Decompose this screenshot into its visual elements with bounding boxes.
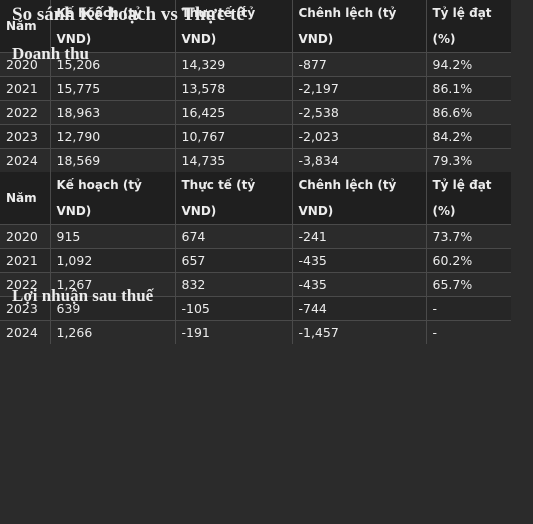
cell: -1,457 — [291, 320, 426, 344]
cell: -241 — [291, 224, 426, 249]
cell: -2,197 — [291, 76, 426, 101]
data-row: 2021 1,092 657 -435 60.2% — [0, 248, 511, 273]
cell: 657 — [174, 248, 292, 273]
data-row: 2022 1,267 832 -435 65.7% — [0, 272, 511, 297]
content: Doanh thu Năm Kế hoạch (tỷ VND) Thực tế (tỷ… — [0, 0, 533, 344]
data-row: 2021 15,775 13,578 -2,197 86.1% — [0, 76, 511, 101]
page-title: So sánh Kế hoạch vs Thực tế — [12, 4, 245, 25]
cell: 2024 — [0, 320, 50, 344]
cell: 2023 — [0, 296, 50, 321]
cell: 14,329 — [174, 52, 292, 77]
data-row: 2024 18,569 14,735 -3,834 79.3% — [0, 148, 511, 172]
cell: 13,578 — [174, 76, 292, 101]
cell: -435 — [291, 272, 426, 297]
cell: 60.2% — [425, 248, 511, 273]
cell: 2023 — [0, 124, 50, 149]
data-row: 2023 12,790 10,767 -2,023 84.2% — [0, 124, 511, 149]
header-cell: Thực tế (tỷ VND) — [174, 172, 292, 225]
cell: 15,775 — [49, 76, 175, 101]
cell: 94.2% — [425, 52, 511, 77]
cell: -191 — [174, 320, 292, 344]
cell: - — [425, 320, 511, 344]
cell: 1,266 — [49, 320, 175, 344]
cell: 73.7% — [425, 224, 511, 249]
cell: 674 — [174, 224, 292, 249]
section-heading: Doanh thu — [12, 44, 90, 63]
cell: 14,735 — [174, 148, 292, 172]
data-row: 2022 18,963 16,425 -2,538 86.6% — [0, 100, 511, 125]
header-cell: Tỷ lệ đạt (%) — [425, 172, 511, 225]
cell: 2020 — [0, 52, 50, 77]
header-row: Năm Kế hoạch (tỷ VND) Thực tế (tỷ VND) Chên… — [0, 172, 511, 225]
header-cell: Chênh lệch (tỷ VND) — [291, 172, 426, 225]
cell: 84.2% — [425, 124, 511, 149]
header-cell: Thực tế (tỷ VND) — [174, 0, 292, 53]
cell: -105 — [174, 296, 292, 321]
table-wrapper: Năm Kế hoạch (tỷ VND) Thực tế (tỷ VND) Chên… — [0, 172, 533, 344]
cell: 16,425 — [174, 100, 292, 125]
cell: 1,092 — [49, 248, 175, 273]
header-cell: Năm — [0, 172, 50, 225]
cell: -435 — [291, 248, 426, 273]
cell: 2022 — [0, 100, 50, 125]
cell: - — [425, 296, 511, 321]
cell: -3,834 — [291, 148, 426, 172]
cell: -744 — [291, 296, 426, 321]
cell: 15,206 — [49, 52, 175, 77]
cell: 915 — [49, 224, 175, 249]
header-cell: Chênh lệch (tỷ VND) — [291, 0, 426, 53]
cell: 12,790 — [49, 124, 175, 149]
header-cell: Kế hoạch (tỷ VND) — [49, 0, 175, 53]
cell: 79.3% — [425, 148, 511, 172]
cell: 2022 — [0, 272, 50, 297]
cell: 86.1% — [425, 76, 511, 101]
cell: -2,538 — [291, 100, 426, 125]
data-table: Năm Kế hoạch (tỷ VND) Thực tế (tỷ VND) Chên… — [0, 0, 511, 172]
cell: -877 — [291, 52, 426, 77]
cell: -2,023 — [291, 124, 426, 149]
section-heading: Lợi nhuận sau thuế — [12, 286, 154, 305]
cell: 2021 — [0, 248, 50, 273]
header-row: Năm Kế hoạch (tỷ VND) Thực tế (tỷ VND) Chên… — [0, 0, 511, 53]
cell: 1,267 — [49, 272, 175, 297]
cell: 2024 — [0, 148, 50, 172]
cell: 2020 — [0, 224, 50, 249]
data-row: 2020 15,206 14,329 -877 94.2% — [0, 52, 511, 77]
cell: 639 — [49, 296, 175, 321]
data-row: 2023 639 -105 -744- — [0, 296, 511, 321]
cell: 2021 — [0, 76, 50, 101]
data-row: 2020 915 674 -241 73.7% — [0, 224, 511, 249]
header-cell: Năm — [0, 0, 50, 53]
cell: 832 — [174, 272, 292, 297]
table-wrapper: Năm Kế hoạch (tỷ VND) Thực tế (tỷ VND) Chên… — [0, 0, 533, 172]
cell: 10,767 — [174, 124, 292, 149]
cell: 86.6% — [425, 100, 511, 125]
header-cell: Kế hoạch (tỷ VND) — [49, 172, 175, 225]
cell: 18,963 — [49, 100, 175, 125]
cell: 18,569 — [49, 148, 175, 172]
cell: 65.7% — [425, 272, 511, 297]
data-table: Năm Kế hoạch (tỷ VND) Thực tế (tỷ VND) Chên… — [0, 172, 511, 344]
header-cell: Tỷ lệ đạt (%) — [425, 0, 511, 53]
data-row: 2024 1,266 -191 -1,457- — [0, 320, 511, 344]
